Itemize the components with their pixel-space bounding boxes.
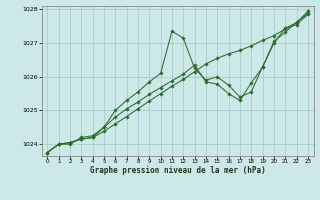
X-axis label: Graphe pression niveau de la mer (hPa): Graphe pression niveau de la mer (hPa) bbox=[90, 166, 266, 175]
